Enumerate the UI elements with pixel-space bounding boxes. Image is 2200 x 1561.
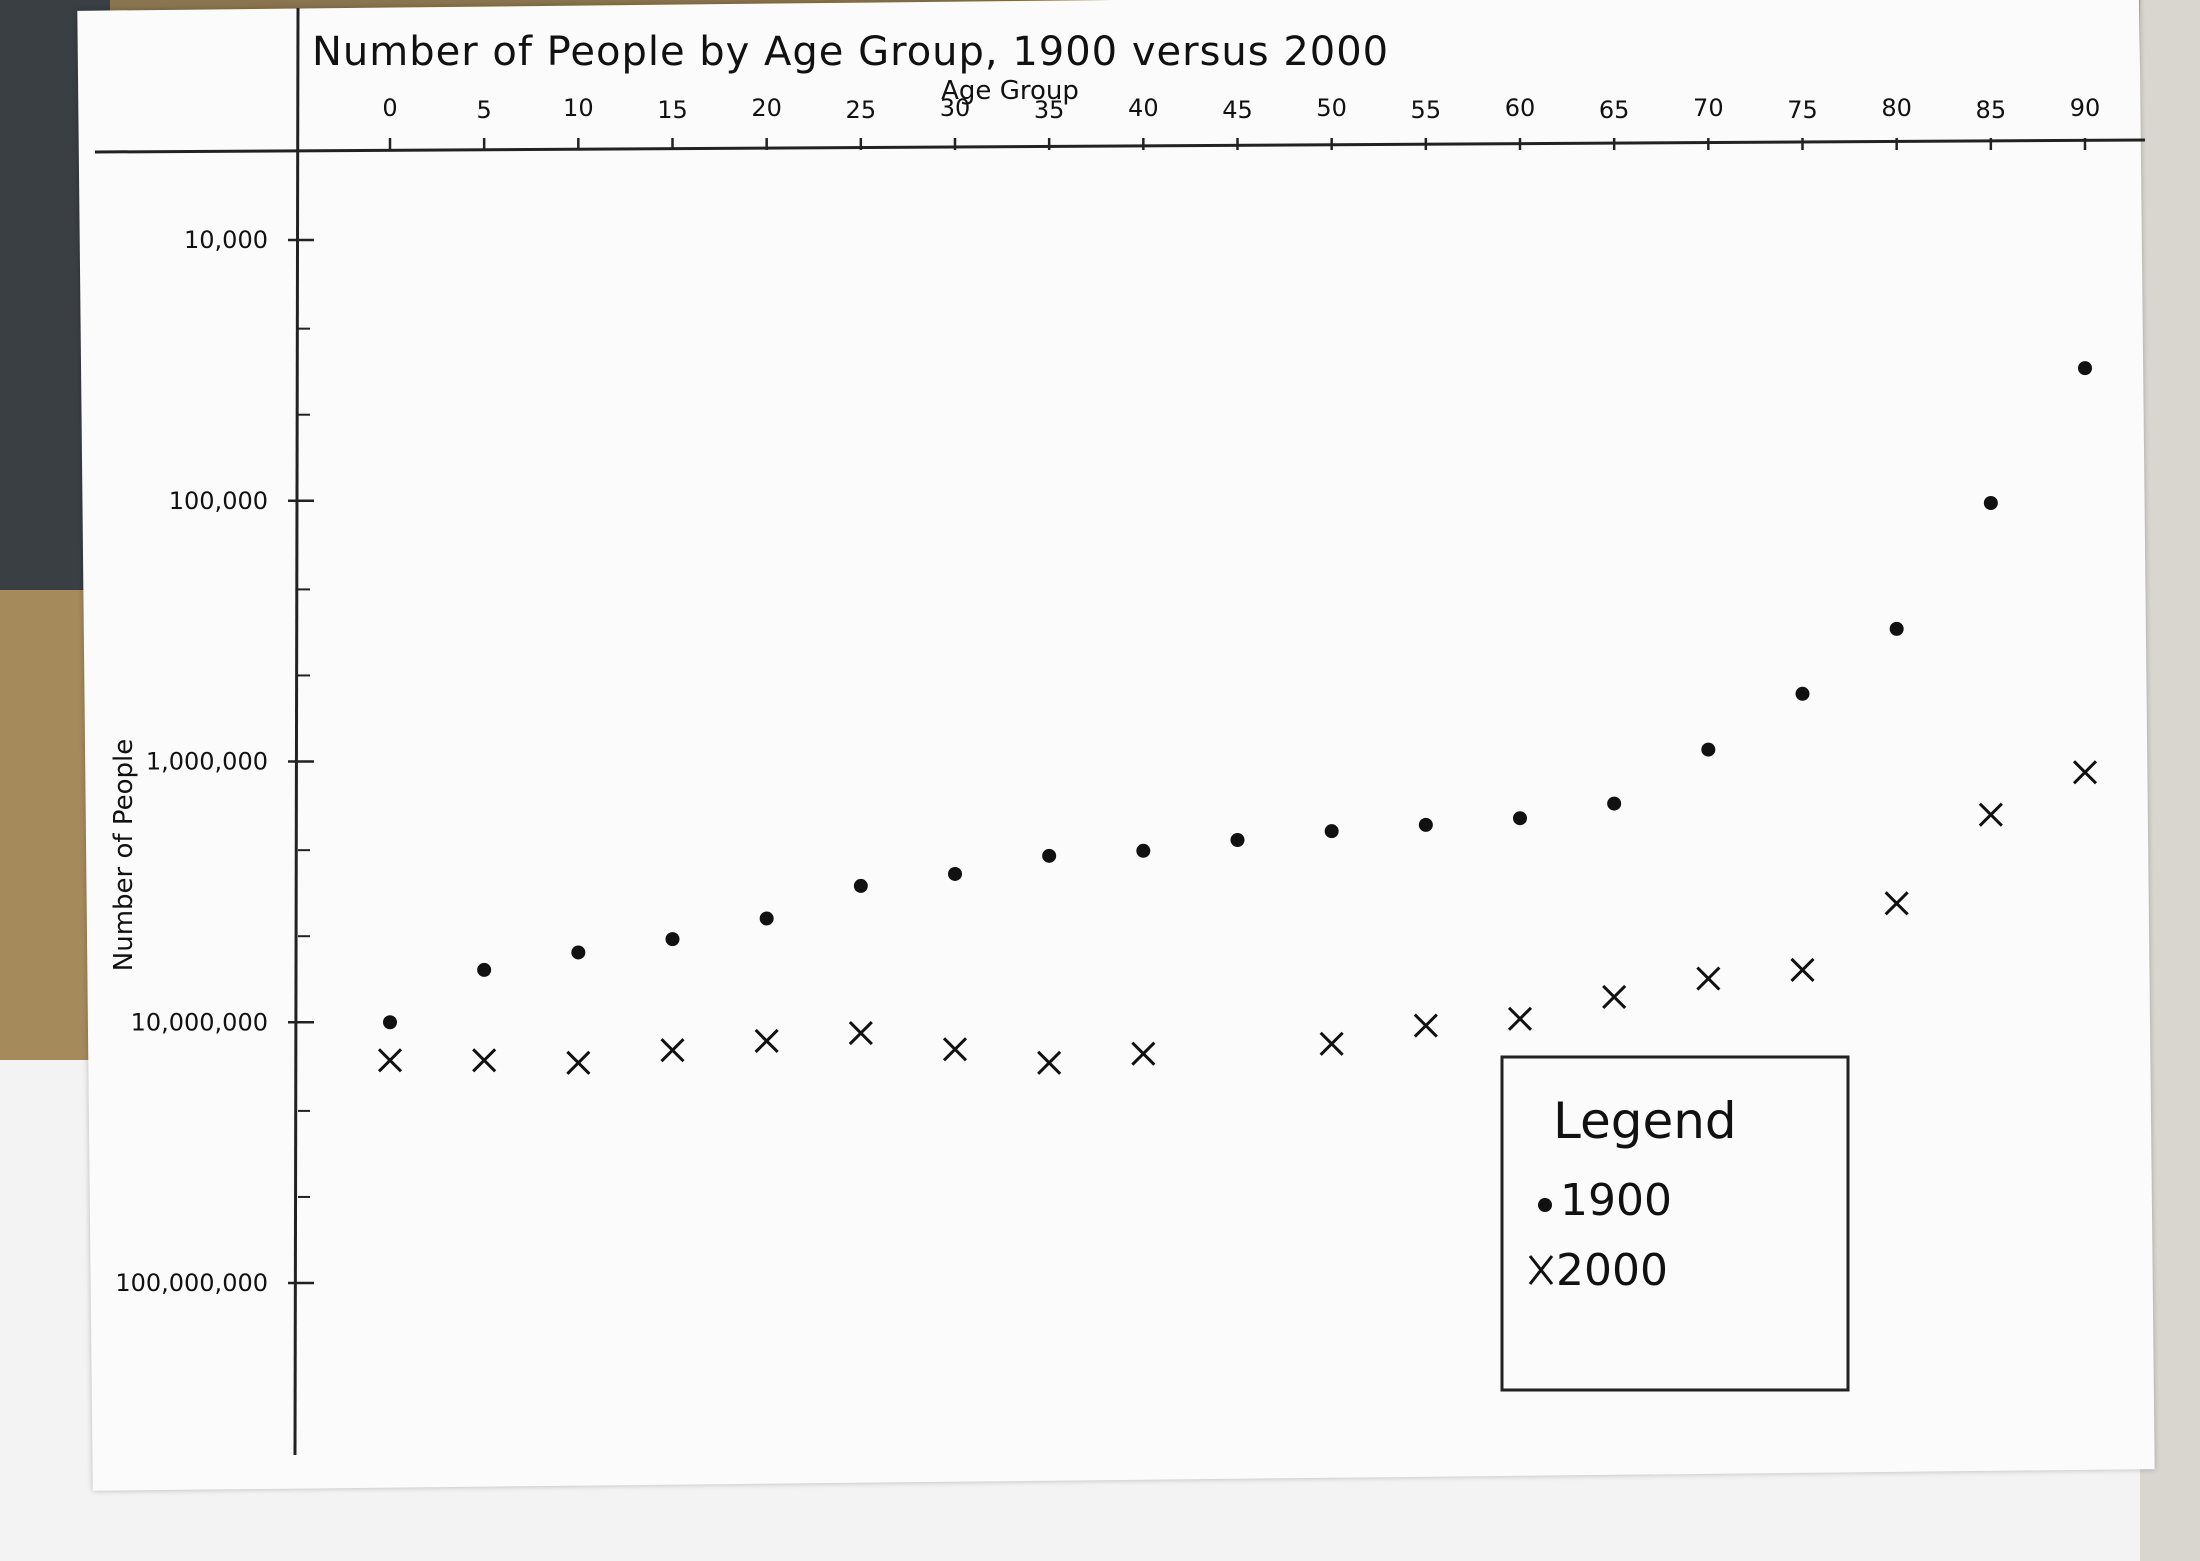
y-tick-label: 10,000,000 [131, 1008, 268, 1036]
point-1900 [759, 911, 774, 926]
x-tick-label: 85 [1976, 96, 2007, 124]
data-marks [377, 361, 2098, 1075]
x-tick-label: 5 [477, 96, 492, 124]
point-2000 [1696, 966, 1721, 991]
point-1900 [2078, 361, 2092, 376]
point-1900 [1418, 817, 1433, 832]
legend-label-2000: 2000 [1556, 1245, 1668, 1296]
legend-title: Legend [1553, 1092, 1737, 1150]
point-1900 [948, 866, 962, 881]
point-2000 [2072, 760, 2098, 785]
x-tick-label: 20 [751, 94, 782, 122]
point-1900 [1136, 843, 1151, 858]
point-1900 [1701, 742, 1716, 757]
legend: Legend 1900 2000 [1500, 1055, 1850, 1392]
point-2000 [472, 1048, 497, 1073]
y-tick-label: 1,000,000 [146, 748, 268, 776]
x-tick-label: 40 [1128, 94, 1159, 122]
x-axis-ticks: 0 5 10 15 20 25 30 35 40 45 50 55 60 65 70 75 80 85 90 [382, 94, 2100, 150]
point-1900 [1889, 621, 1904, 636]
point-1900 [1513, 811, 1527, 826]
x-tick-label: 70 [1693, 94, 1724, 122]
x-tick-label: 10 [563, 94, 594, 122]
chart-title: Number of People by Age Group, 1900 vers… [312, 29, 1389, 75]
y-axis-line [293, 7, 300, 1456]
point-1900 [477, 962, 492, 977]
x-tick-label: 65 [1599, 96, 1630, 124]
x-tick-label: 90 [2070, 94, 2101, 122]
point-1900 [1230, 832, 1245, 847]
x-tick-label: 55 [1411, 96, 1442, 124]
x-tick-label: 80 [1881, 94, 1912, 122]
point-1900 [665, 932, 680, 947]
point-2000 [1131, 1041, 1156, 1066]
point-2000 [566, 1050, 591, 1075]
x-tick-label: 0 [382, 94, 397, 122]
point-2000 [660, 1038, 685, 1063]
x-tick-label: 45 [1222, 96, 1253, 124]
point-2000 [1413, 1013, 1438, 1038]
legend-dot-marker [1538, 1198, 1552, 1212]
point-1900 [1795, 686, 1810, 701]
point-2000 [1602, 984, 1627, 1010]
x-axis-title: Age Group [941, 76, 1079, 106]
point-2000 [1507, 1006, 1533, 1031]
y-tick-label: 10,000 [184, 226, 268, 254]
point-1900 [1983, 495, 1998, 510]
y-axis-ticks: 10,000 100,000 1,000,000 10,000,000 100,000,… [115, 226, 314, 1297]
y-axis-title: Number of People [109, 739, 139, 971]
chart-axes [94, 7, 2146, 1456]
point-2000 [1319, 1031, 1344, 1056]
point-1900 [1607, 796, 1622, 811]
x-tick-label: 75 [1787, 96, 1818, 124]
point-2000 [1978, 802, 2003, 827]
point-2000 [754, 1028, 779, 1054]
y-tick-label: 100,000 [169, 487, 268, 515]
legend-x-marker [1528, 1255, 1554, 1285]
point-2000 [848, 1020, 873, 1046]
x-tick-label: 30 [940, 94, 971, 122]
point-1900 [1042, 848, 1057, 863]
point-1900 [1324, 824, 1339, 839]
point-1900 [571, 945, 586, 960]
point-2000 [942, 1037, 968, 1062]
x-tick-label: 50 [1316, 94, 1347, 122]
point-2000 [377, 1048, 403, 1073]
x-tick-label: 60 [1505, 94, 1536, 122]
legend-label-1900: 1900 [1560, 1175, 1672, 1226]
x-tick-label: 15 [657, 96, 688, 124]
x-tick-label: 35 [1034, 96, 1065, 124]
x-axis-line [94, 138, 2146, 154]
legend-box [1500, 1055, 1850, 1392]
x-tick-label: 25 [846, 96, 877, 124]
point-1900 [383, 1015, 397, 1030]
point-2000 [1037, 1050, 1062, 1075]
point-2000 [1884, 891, 1909, 916]
point-2000 [1790, 957, 1815, 982]
point-1900 [853, 878, 868, 893]
y-tick-label: 100,000,000 [115, 1269, 268, 1297]
